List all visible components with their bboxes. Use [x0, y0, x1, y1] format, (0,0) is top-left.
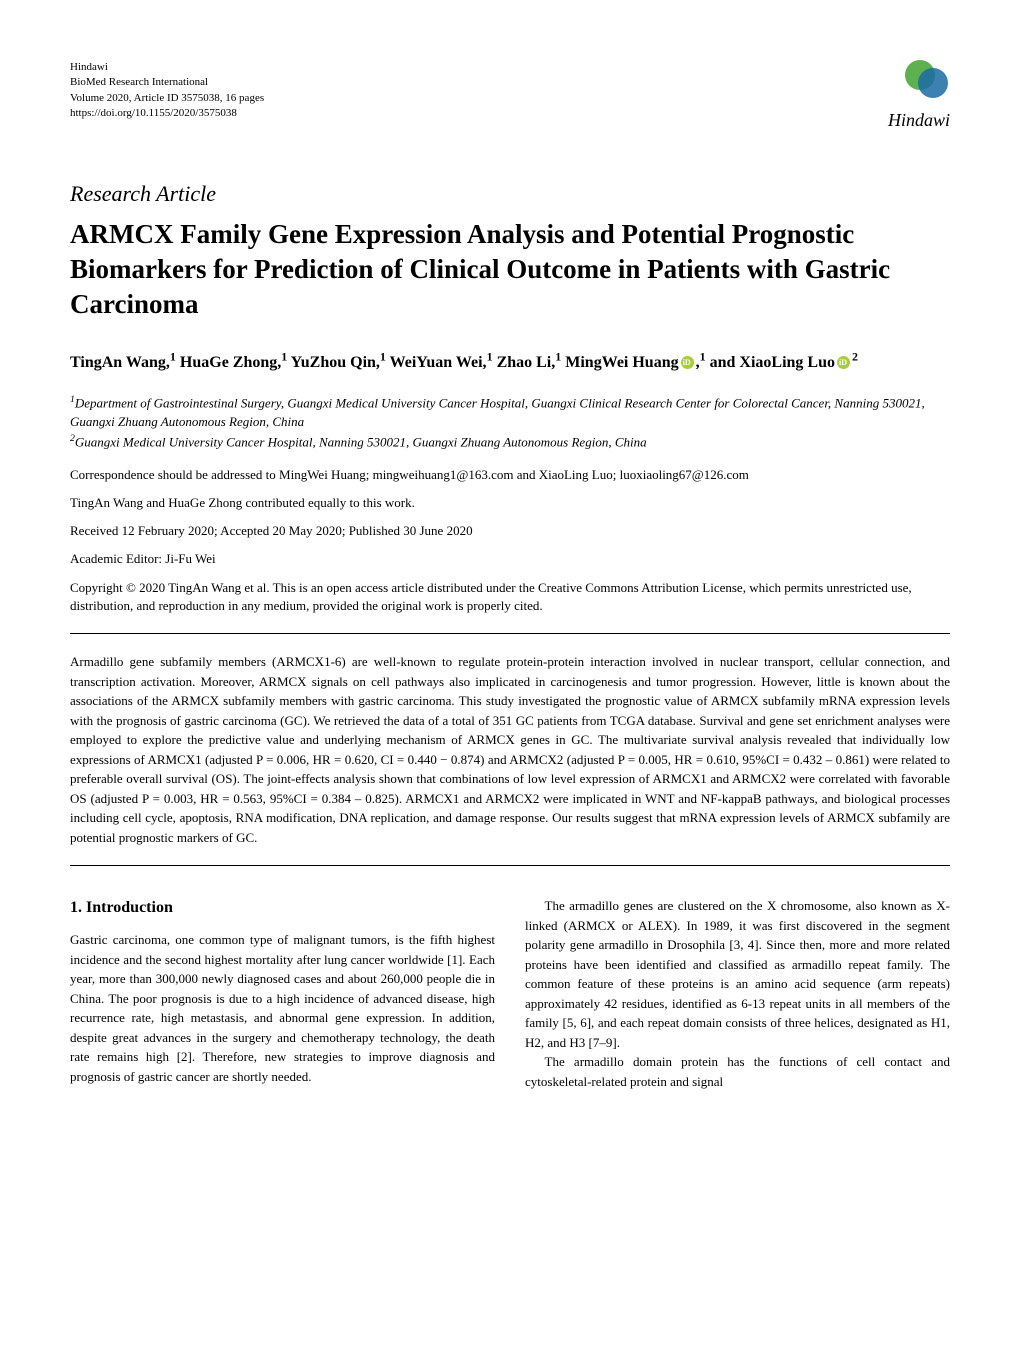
publication-info: Hindawi BioMed Research International Vo… [70, 60, 264, 122]
authors-part3: 2 [852, 354, 858, 371]
logo-icon [900, 60, 950, 100]
authors-part1: TingAn Wang,1 HuaGe Zhong,1 YuZhou Qin,1… [70, 354, 679, 371]
dates-line: Received 12 February 2020; Accepted 20 M… [70, 523, 950, 539]
authors-part2: ,1 and XiaoLing Luo [696, 354, 835, 371]
body-columns: 1. Introduction Gastric carcinoma, one c… [70, 896, 950, 1091]
volume-line: Volume 2020, Article ID 3575038, 16 page… [70, 91, 264, 106]
header: Hindawi BioMed Research International Vo… [70, 60, 950, 131]
intro-para1: Gastric carcinoma, one common type of ma… [70, 930, 495, 1086]
right-column: The armadillo genes are clustered on the… [525, 896, 950, 1091]
doi-line: https://doi.org/10.1155/2020/3575038 [70, 106, 264, 121]
orcid-icon [681, 356, 694, 369]
publisher-name: Hindawi [888, 110, 950, 131]
affiliation-1: 1Department of Gastrointestinal Surgery,… [70, 393, 950, 432]
article-title: ARMCX Family Gene Expression Analysis an… [70, 217, 950, 322]
publisher-line: Hindawi [70, 60, 264, 75]
editor-line: Academic Editor: Ji-Fu Wei [70, 551, 950, 567]
orcid-icon [837, 356, 850, 369]
publisher-logo: Hindawi [888, 60, 950, 131]
left-column: 1. Introduction Gastric carcinoma, one c… [70, 896, 495, 1091]
contribution-note: TingAn Wang and HuaGe Zhong contributed … [70, 495, 950, 511]
section-heading: 1. Introduction [70, 896, 495, 920]
article-type: Research Article [70, 181, 950, 207]
affiliation-2: 2Guangxi Medical University Cancer Hospi… [70, 432, 950, 452]
copyright: Copyright © 2020 TingAn Wang et al. This… [70, 579, 950, 615]
authors: TingAn Wang,1 HuaGe Zhong,1 YuZhou Qin,1… [70, 347, 950, 374]
affiliations: 1Department of Gastrointestinal Surgery,… [70, 393, 950, 452]
journal-line: BioMed Research International [70, 75, 264, 90]
abstract: Armadillo gene subfamily members (ARMCX1… [70, 633, 950, 866]
intro-para3: The armadillo domain protein has the fun… [525, 1052, 950, 1091]
correspondence: Correspondence should be addressed to Mi… [70, 467, 950, 483]
intro-para2: The armadillo genes are clustered on the… [525, 896, 950, 1052]
